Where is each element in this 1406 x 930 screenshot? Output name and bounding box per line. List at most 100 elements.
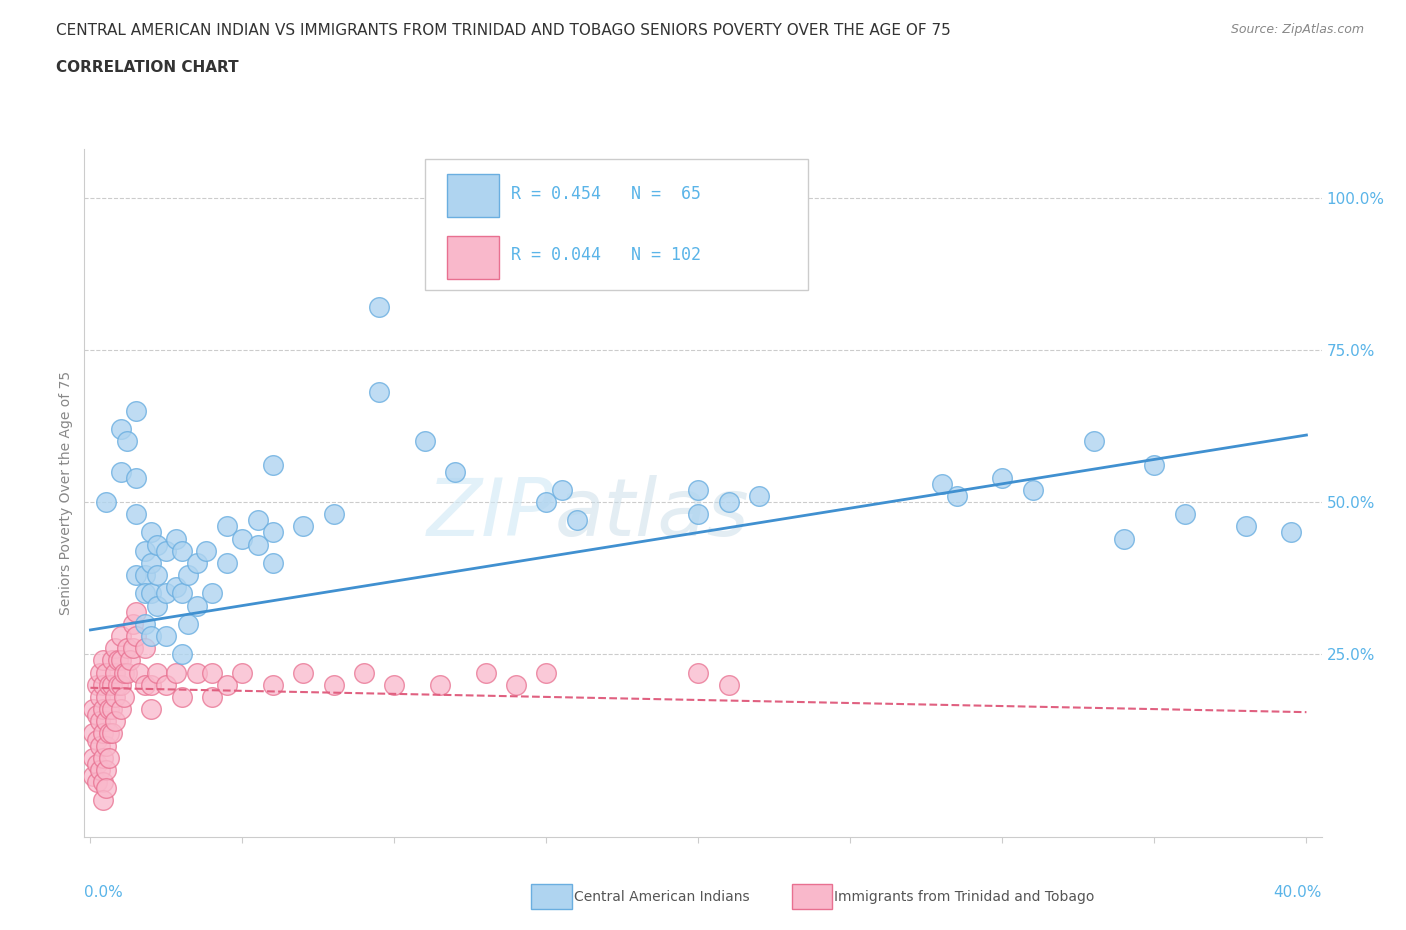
Point: [1234, 519, 1257, 534]
Point: [86, 775, 108, 790]
Point: [94, 689, 117, 704]
Point: [122, 617, 145, 631]
Point: [134, 617, 156, 631]
Point: [91, 701, 114, 716]
Point: [748, 488, 770, 503]
Point: [115, 641, 138, 656]
Point: [217, 677, 239, 692]
Point: [946, 488, 969, 503]
Text: ZIP: ZIP: [427, 474, 554, 552]
Point: [413, 433, 436, 448]
Point: [134, 543, 156, 558]
Text: 40.0%: 40.0%: [1274, 885, 1322, 900]
Point: [717, 495, 740, 510]
Y-axis label: Seniors Poverty Over the Age of 75: Seniors Poverty Over the Age of 75: [59, 371, 73, 615]
Point: [82, 701, 104, 716]
Point: [1022, 483, 1045, 498]
Point: [94, 781, 117, 796]
Point: [134, 586, 156, 601]
Point: [688, 507, 710, 522]
Point: [134, 641, 156, 656]
Point: [146, 598, 169, 613]
Point: [292, 519, 315, 534]
Point: [110, 421, 132, 436]
Point: [550, 483, 572, 498]
Point: [91, 751, 114, 765]
Point: [231, 531, 253, 546]
Point: [110, 464, 132, 479]
Point: [141, 629, 163, 644]
Point: [86, 677, 108, 692]
Point: [100, 701, 122, 716]
Point: [94, 738, 117, 753]
Point: [104, 641, 127, 656]
Point: [112, 665, 135, 680]
Point: [89, 714, 111, 729]
Text: Immigrants from Trinidad and Tobago: Immigrants from Trinidad and Tobago: [834, 889, 1094, 904]
Point: [155, 677, 177, 692]
Point: [107, 677, 129, 692]
Point: [115, 665, 138, 680]
Point: [125, 604, 148, 619]
Point: [141, 677, 163, 692]
Point: [991, 471, 1014, 485]
Point: [91, 677, 114, 692]
Point: [146, 665, 169, 680]
Point: [104, 665, 127, 680]
Point: [89, 665, 111, 680]
Point: [505, 677, 527, 692]
Text: CORRELATION CHART: CORRELATION CHART: [56, 60, 239, 75]
Point: [134, 677, 156, 692]
Point: [94, 495, 117, 510]
Point: [201, 586, 224, 601]
Point: [536, 665, 558, 680]
Point: [110, 629, 132, 644]
FancyBboxPatch shape: [447, 236, 499, 279]
Point: [1083, 433, 1105, 448]
Point: [322, 677, 344, 692]
Point: [89, 763, 111, 777]
Point: [1112, 531, 1135, 546]
Point: [100, 653, 122, 668]
Point: [186, 555, 208, 570]
Point: [565, 512, 588, 527]
Point: [82, 769, 104, 784]
Point: [128, 665, 150, 680]
Point: [170, 543, 193, 558]
Point: [125, 567, 148, 582]
Point: [322, 507, 344, 522]
Text: Central American Indians: Central American Indians: [574, 889, 749, 904]
Point: [100, 677, 122, 692]
Point: [97, 726, 120, 741]
Point: [155, 586, 177, 601]
Point: [141, 701, 163, 716]
Point: [110, 653, 132, 668]
Point: [186, 598, 208, 613]
Point: [122, 641, 145, 656]
Point: [134, 567, 156, 582]
Text: R = 0.044   N = 102: R = 0.044 N = 102: [512, 246, 702, 264]
Text: 0.0%: 0.0%: [84, 885, 124, 900]
Point: [384, 677, 406, 692]
Point: [97, 701, 120, 716]
Point: [125, 471, 148, 485]
Point: [262, 677, 284, 692]
Point: [353, 665, 375, 680]
Point: [231, 665, 253, 680]
Point: [170, 689, 193, 704]
Point: [262, 555, 284, 570]
Point: [931, 476, 953, 491]
Point: [177, 617, 200, 631]
FancyBboxPatch shape: [447, 174, 499, 218]
Point: [100, 726, 122, 741]
Point: [444, 464, 467, 479]
Point: [262, 458, 284, 473]
Point: [292, 665, 315, 680]
Point: [170, 647, 193, 662]
Point: [688, 665, 710, 680]
Point: [110, 701, 132, 716]
Point: [82, 751, 104, 765]
Point: [94, 714, 117, 729]
Point: [118, 653, 141, 668]
Point: [146, 567, 169, 582]
